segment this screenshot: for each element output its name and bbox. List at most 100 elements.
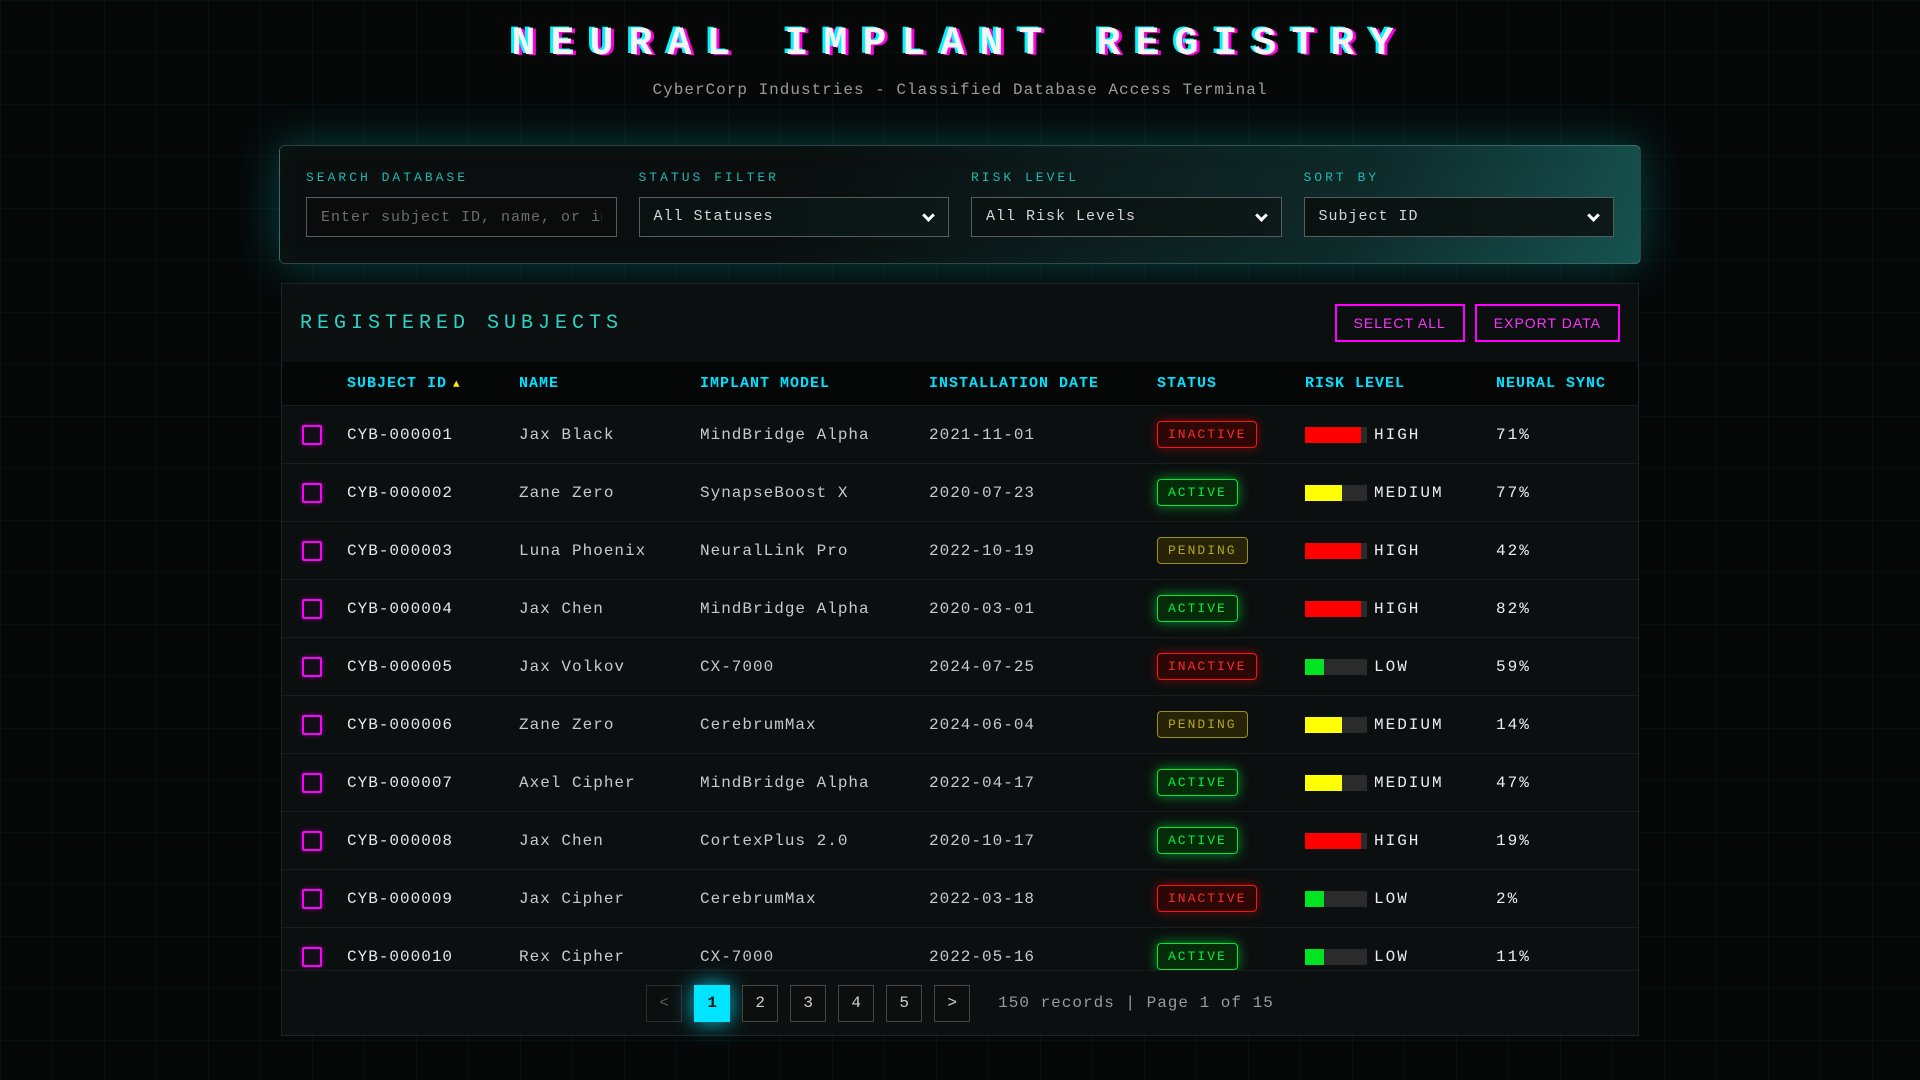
row-checkbox[interactable] bbox=[302, 772, 322, 793]
neural-sync-cell: 14% bbox=[1496, 715, 1531, 734]
pagination-summary: 150 records | Page 1 of 15 bbox=[998, 994, 1274, 1012]
prev-page-button[interactable]: < bbox=[646, 984, 683, 1022]
name-cell: Zane Zero bbox=[519, 715, 615, 734]
row-checkbox[interactable] bbox=[302, 540, 322, 561]
row-checkbox[interactable] bbox=[302, 830, 322, 851]
page-button-5[interactable]: 5 bbox=[886, 984, 923, 1022]
subjects-table-panel: REGISTERED SUBJECTS SELECT ALL EXPORT DA… bbox=[281, 283, 1639, 1036]
status-badge: INACTIVE bbox=[1157, 653, 1258, 680]
risk-bar-fill bbox=[1305, 774, 1343, 791]
risk-filter-select[interactable]: All Risk Levels bbox=[971, 197, 1282, 237]
status-badge: PENDING bbox=[1157, 711, 1248, 738]
row-checkbox[interactable] bbox=[302, 714, 322, 735]
neural-sync-cell: 42% bbox=[1496, 541, 1531, 560]
table-row[interactable]: CYB-000008 Jax Chen CortexPlus 2.0 2020-… bbox=[282, 811, 1638, 869]
risk-bar-track bbox=[1305, 426, 1367, 443]
row-checkbox[interactable] bbox=[302, 946, 322, 967]
table-header-row: SUBJECT ID ▲ NAME IMPLANT MODEL INSTALLAT… bbox=[282, 362, 1638, 405]
risk-level-cell: LOW bbox=[1305, 948, 1496, 966]
table-row[interactable]: CYB-000001 Jax Black MindBridge Alpha 20… bbox=[282, 405, 1638, 463]
column-header-implant-model[interactable]: IMPLANT MODEL bbox=[700, 375, 831, 392]
implant-model-cell: MindBridge Alpha bbox=[700, 773, 870, 792]
risk-label: HIGH bbox=[1374, 831, 1421, 850]
installation-date-cell: 2024-06-04 bbox=[929, 715, 1036, 734]
implant-model-cell: CortexPlus 2.0 bbox=[700, 831, 849, 850]
filter-panel: SEARCH DATABASE STATUS FILTER All Status… bbox=[279, 145, 1641, 264]
search-input[interactable] bbox=[306, 197, 617, 237]
implant-model-cell: CerebrumMax bbox=[700, 715, 817, 734]
page-button-3[interactable]: 3 bbox=[790, 984, 827, 1022]
neural-sync-cell: 19% bbox=[1496, 831, 1531, 850]
status-badge: INACTIVE bbox=[1157, 421, 1258, 448]
implant-model-cell: CX-7000 bbox=[700, 657, 775, 676]
installation-date-cell: 2020-03-01 bbox=[929, 599, 1036, 618]
subject-id-cell: CYB-000005 bbox=[347, 657, 454, 676]
subject-id-cell: CYB-000002 bbox=[347, 483, 454, 502]
installation-date-cell: 2020-10-17 bbox=[929, 831, 1036, 850]
status-badge: ACTIVE bbox=[1157, 769, 1238, 796]
table-row[interactable]: CYB-000005 Jax Volkov CX-7000 2024-07-25… bbox=[282, 637, 1638, 695]
risk-level-cell: HIGH bbox=[1305, 542, 1496, 560]
page-button-1[interactable]: 1 bbox=[694, 984, 731, 1022]
page-title: NEURAL IMPLANT REGISTRY bbox=[511, 22, 1409, 67]
implant-model-cell: CX-7000 bbox=[700, 947, 775, 966]
sort-by-select[interactable]: Subject ID bbox=[1303, 197, 1614, 237]
column-header-subject-id[interactable]: SUBJECT ID ▲ bbox=[347, 375, 461, 392]
risk-level-cell: HIGH bbox=[1305, 600, 1496, 618]
risk-bar-fill bbox=[1305, 484, 1343, 501]
subject-id-cell: CYB-000008 bbox=[347, 831, 454, 850]
table-row[interactable]: CYB-000002 Zane Zero SynapseBoost X 2020… bbox=[282, 463, 1638, 521]
risk-bar-fill bbox=[1305, 426, 1361, 443]
row-checkbox[interactable] bbox=[302, 424, 322, 445]
installation-date-cell: 2020-07-23 bbox=[929, 483, 1036, 502]
table-row[interactable]: CYB-000006 Zane Zero CerebrumMax 2024-06… bbox=[282, 695, 1638, 753]
implant-model-cell: CerebrumMax bbox=[700, 889, 817, 908]
implant-model-cell: SynapseBoost X bbox=[700, 483, 849, 502]
risk-bar-fill bbox=[1305, 658, 1324, 675]
column-header-name[interactable]: NAME bbox=[519, 375, 560, 392]
name-cell: Rex Cipher bbox=[519, 947, 626, 966]
sort-ascending-icon: ▲ bbox=[453, 379, 461, 391]
risk-filter-label: RISK LEVEL bbox=[971, 170, 1080, 185]
risk-bar-track bbox=[1305, 542, 1367, 559]
table-row[interactable]: CYB-000010 Rex Cipher CX-7000 2022-05-16… bbox=[282, 927, 1638, 970]
row-checkbox[interactable] bbox=[302, 482, 322, 503]
risk-bar-track bbox=[1305, 716, 1367, 733]
status-filter-select[interactable]: All Statuses bbox=[638, 197, 949, 237]
table-row[interactable]: CYB-000004 Jax Chen MindBridge Alpha 202… bbox=[282, 579, 1638, 637]
status-badge: ACTIVE bbox=[1157, 827, 1238, 854]
name-cell: Jax Volkov bbox=[519, 657, 626, 676]
row-checkbox[interactable] bbox=[302, 598, 322, 619]
installation-date-cell: 2022-05-16 bbox=[929, 947, 1036, 966]
name-cell: Axel Cipher bbox=[519, 773, 636, 792]
status-badge: INACTIVE bbox=[1157, 885, 1258, 912]
page-button-2[interactable]: 2 bbox=[742, 984, 779, 1022]
page-subtitle: CyberCorp Industries - Classified Databa… bbox=[652, 81, 1268, 99]
column-header-installation-date[interactable]: INSTALLATION DATE bbox=[929, 375, 1100, 392]
sort-by-label: SORT BY bbox=[1303, 170, 1380, 185]
row-checkbox[interactable] bbox=[302, 656, 322, 677]
risk-level-cell: LOW bbox=[1305, 658, 1496, 676]
name-cell: Zane Zero bbox=[519, 483, 615, 502]
column-header-status[interactable]: STATUS bbox=[1157, 375, 1218, 392]
risk-bar-fill bbox=[1305, 948, 1324, 965]
risk-level-cell: HIGH bbox=[1305, 832, 1496, 850]
risk-bar-fill bbox=[1305, 716, 1343, 733]
column-header-neural-sync[interactable]: NEURAL SYNC bbox=[1496, 375, 1607, 392]
export-data-button[interactable]: EXPORT DATA bbox=[1474, 304, 1620, 342]
table-row[interactable]: CYB-000007 Axel Cipher MindBridge Alpha … bbox=[282, 753, 1638, 811]
status-badge: ACTIVE bbox=[1157, 479, 1238, 506]
table-row[interactable]: CYB-000009 Jax Cipher CerebrumMax 2022-0… bbox=[282, 869, 1638, 927]
risk-bar-track bbox=[1305, 774, 1367, 791]
next-page-button[interactable]: > bbox=[934, 984, 971, 1022]
subject-id-cell: CYB-000009 bbox=[347, 889, 454, 908]
installation-date-cell: 2021-11-01 bbox=[929, 425, 1036, 444]
table-row[interactable]: CYB-000003 Luna Phoenix NeuralLink Pro 2… bbox=[282, 521, 1638, 579]
neural-sync-cell: 59% bbox=[1496, 657, 1531, 676]
select-all-button[interactable]: SELECT ALL bbox=[1334, 304, 1465, 342]
row-checkbox[interactable] bbox=[302, 888, 322, 909]
risk-bar-fill bbox=[1305, 890, 1324, 907]
page-button-4[interactable]: 4 bbox=[838, 984, 875, 1022]
column-header-risk-level[interactable]: RISK LEVEL bbox=[1305, 375, 1406, 392]
table-title: REGISTERED SUBJECTS bbox=[300, 311, 624, 335]
